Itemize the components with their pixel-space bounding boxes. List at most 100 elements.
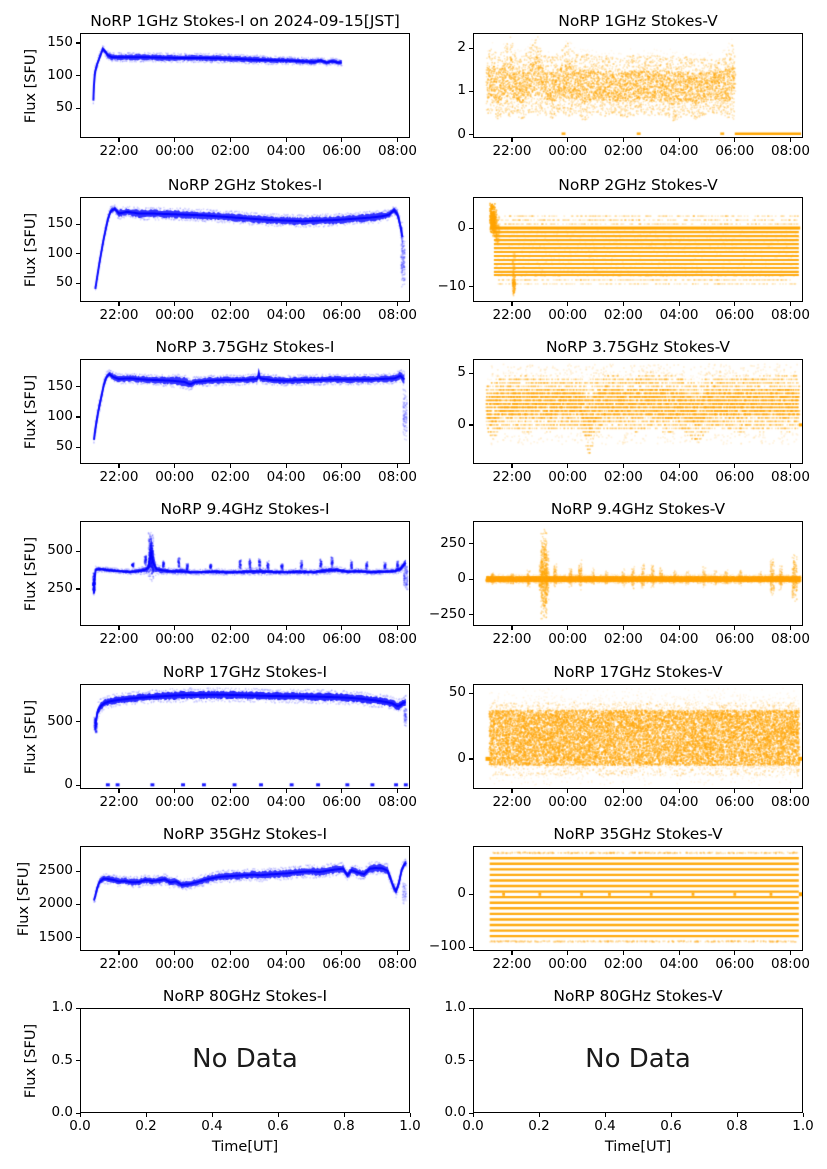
x-tick-label: 06:00 [715, 307, 755, 323]
y-tick-label: 50 [55, 438, 73, 455]
x-tick-mark [622, 951, 625, 955]
panel-title: NoRP 1GHz Stokes-I on 2024-09-15[JST] [90, 12, 400, 30]
x-tick-label: 08:00 [771, 794, 810, 810]
panel-title: NoRP 80GHz Stokes-I [162, 987, 328, 1005]
panel-title: NoRP 2GHz Stokes-I [167, 176, 323, 194]
x-tick-mark [567, 464, 569, 468]
x-tick-label: 04:00 [659, 956, 699, 972]
x-tick-label: 00:00 [155, 143, 195, 159]
x-tick-label: 0.2 [528, 1118, 550, 1134]
x-tick-label: 02:00 [210, 469, 250, 485]
plot-canvas [81, 1009, 409, 1112]
y-tick-label: 150 [47, 215, 73, 232]
panel-title: NoRP 3.75GHz Stokes-V [545, 338, 731, 356]
x-tick-mark [622, 302, 625, 306]
y-tick-label: 50 [55, 274, 73, 291]
x-tick-mark [789, 138, 792, 142]
panel-title: NoRP 3.75GHz Stokes-I [155, 338, 335, 356]
x-tick-mark [734, 302, 736, 306]
x-tick-mark [229, 789, 232, 793]
y-tick-label: 2000 [38, 895, 73, 912]
x-tick-label: 02:00 [603, 794, 643, 810]
x-tick-label: 08:00 [771, 956, 810, 972]
x-tick-label: 02:00 [210, 307, 250, 323]
y-tick-mark [469, 758, 473, 760]
x-tick-label: 22:00 [492, 469, 532, 485]
x-tick-mark [734, 626, 736, 630]
y-tick-mark [469, 946, 473, 948]
y-tick-label: 0 [457, 885, 466, 902]
x-tick-mark [734, 138, 736, 142]
x-tick-label: 00:00 [155, 794, 195, 810]
x-tick-label: 0.6 [660, 1118, 682, 1134]
y-tick-label: 0 [457, 749, 466, 766]
x-tick-mark [118, 626, 120, 630]
x-tick-mark [567, 951, 569, 955]
plot-canvas [474, 522, 802, 625]
y-tick-mark [469, 893, 473, 895]
x-tick-label: 04:00 [266, 143, 306, 159]
x-tick-mark [734, 951, 736, 955]
x-tick-mark [472, 1113, 474, 1117]
x-tick-mark [341, 138, 343, 142]
plot-area [473, 684, 803, 789]
x-tick-label: 00:00 [155, 469, 195, 485]
y-axis-label: Flux [SFU] [23, 212, 40, 287]
x-tick-label: 00:00 [548, 143, 588, 159]
y-tick-label: 1.0 [51, 999, 73, 1015]
y-tick-mark [76, 223, 80, 225]
x-tick-mark [511, 951, 513, 955]
x-tick-mark [789, 464, 792, 468]
y-tick-label: 0.5 [51, 1051, 73, 1068]
plot-canvas [81, 685, 409, 788]
x-tick-mark [79, 1113, 81, 1117]
x-tick-mark [567, 626, 569, 630]
panel-title: NoRP 80GHz Stokes-V [553, 987, 723, 1005]
x-tick-label: 00:00 [155, 631, 195, 647]
plot-area [473, 1008, 803, 1113]
y-tick-mark [469, 692, 473, 694]
plot-area [80, 359, 410, 464]
y-tick-mark [76, 903, 80, 906]
x-tick-mark [285, 951, 287, 955]
x-tick-mark [174, 464, 176, 468]
x-tick-mark [174, 626, 176, 630]
panel-title: NoRP 17GHz Stokes-I [162, 663, 328, 681]
y-tick-label: 150 [47, 377, 73, 394]
y-tick-mark [76, 1112, 80, 1114]
x-tick-mark [789, 626, 792, 630]
x-tick-label: 0.4 [201, 1118, 223, 1134]
y-tick-label: 0.0 [51, 1104, 73, 1120]
x-tick-label: 22:00 [99, 307, 139, 323]
x-tick-label: 08:00 [378, 307, 417, 323]
x-tick-label: 06:00 [715, 631, 755, 647]
x-tick-label: 1.0 [399, 1118, 421, 1134]
x-tick-mark [229, 464, 232, 468]
y-axis-label: Flux [SFU] [23, 536, 40, 611]
x-tick-label: 02:00 [603, 956, 643, 972]
x-tick-mark [789, 302, 792, 306]
x-tick-mark [229, 626, 232, 630]
x-tick-mark [211, 1113, 213, 1117]
y-tick-label: 50 [448, 684, 466, 701]
x-tick-label: 04:00 [659, 143, 699, 159]
x-tick-mark [174, 302, 176, 306]
y-tick-mark [76, 937, 80, 939]
x-tick-mark [538, 1113, 540, 1117]
y-tick-mark [76, 446, 80, 448]
x-tick-label: 08:00 [378, 794, 417, 810]
y-tick-mark [469, 47, 473, 49]
plot-canvas [81, 360, 409, 463]
x-tick-mark [789, 789, 792, 793]
x-tick-mark [567, 138, 569, 142]
x-tick-mark [229, 138, 232, 142]
x-tick-label: 00:00 [548, 469, 588, 485]
x-tick-mark [622, 789, 625, 793]
x-tick-label: 06:00 [322, 143, 362, 159]
x-tick-mark [285, 626, 287, 630]
x-tick-label: 0.2 [135, 1118, 157, 1134]
x-tick-mark [678, 464, 680, 468]
x-tick-mark [567, 302, 569, 306]
y-tick-label: 500 [47, 712, 73, 729]
plot-area [80, 197, 410, 302]
